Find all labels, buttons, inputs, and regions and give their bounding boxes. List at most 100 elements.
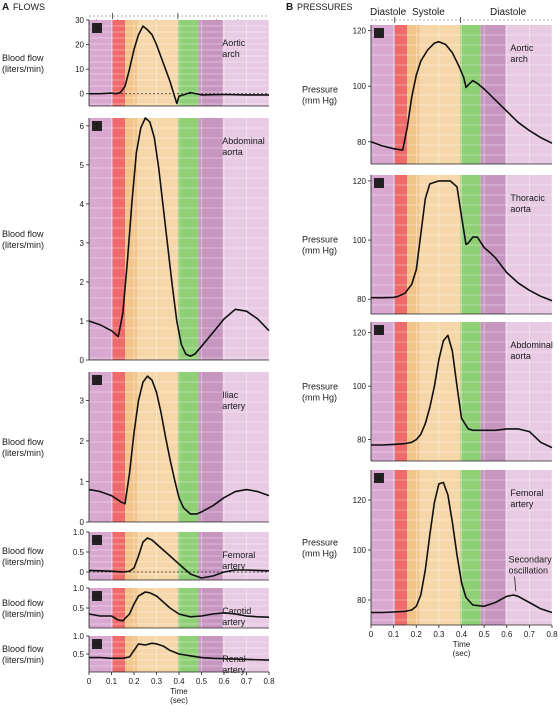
y-tick-label: 4: [80, 200, 85, 209]
panel-number: 3: [95, 376, 100, 385]
phase-band: [480, 470, 506, 625]
chart-flows-2: 0 1 2 3 4 5 6 2 Abdominal aorta Blood flow (liters/…: [2, 117, 270, 365]
chart-flows-4: 0 0.5 1.0 4 Femoral artery Blood flow (liters/m…: [2, 528, 270, 581]
x-tick-label: 0.2: [128, 677, 140, 686]
x-axis-label: Time (sec): [453, 640, 471, 658]
x-tick-label: 0.3: [433, 630, 445, 639]
vessel-label: Abdominal aorta: [510, 340, 553, 361]
x-tick-label: 0: [87, 677, 92, 686]
chart-pressures-3: 80 100 120 3 Abdominal aorta Pressure (mm Hg): [302, 322, 553, 462]
phase-band: [89, 20, 113, 106]
y-tick-label: 20: [75, 41, 84, 50]
panel-number-badge: [374, 28, 384, 38]
phase-band: [460, 25, 481, 164]
phase-band: [419, 322, 461, 461]
phase-band: [198, 372, 223, 522]
panel-title-flows: FLOWS: [13, 2, 45, 12]
phase-band: [371, 470, 395, 625]
panel-header-flows: A FLOWS: [2, 2, 45, 13]
y-tick-label: 120: [353, 177, 367, 186]
y-tick-label: 3: [80, 239, 85, 248]
panel-number: 3: [377, 326, 382, 335]
y-axis-label: Pressure (mm Hg): [302, 235, 338, 256]
panel-number-badge: [374, 178, 384, 188]
y-axis-label: Pressure (mm Hg): [302, 382, 338, 403]
panel-header-pressures: B PRESSURES: [286, 2, 353, 13]
x-tick-label: 0.5: [479, 630, 491, 639]
vessel-label: Femoral artery: [222, 550, 255, 571]
phase-band: [480, 175, 506, 314]
y-tick-label: 3: [80, 396, 85, 405]
y-tick-label: 2: [80, 437, 85, 446]
y-tick-label: 120: [353, 27, 367, 36]
panel-number-badge: [374, 325, 384, 335]
phase-band: [419, 25, 461, 164]
panel-number-badge: [374, 473, 384, 483]
phase-band: [198, 118, 223, 360]
vessel-label: Aortic arch: [510, 43, 534, 64]
vessel-label: Femoral artery: [510, 488, 543, 509]
series-line: [371, 180, 553, 302]
y-axis-label: Blood flow (liters/min): [2, 644, 44, 665]
x-tick-label: 0.5: [196, 677, 208, 686]
y-axis-label: Blood flow (liters/min): [2, 598, 44, 619]
phase-band: [112, 372, 125, 522]
vessel-label: Carotid artery: [222, 606, 251, 627]
y-tick-label: 0: [80, 356, 85, 365]
y-tick-label: 30: [75, 16, 84, 25]
x-tick-label: 0.1: [106, 677, 118, 686]
vessel-label: Thoracic aorta: [510, 193, 545, 214]
y-axis-label: Blood flow (liters/min): [2, 546, 44, 567]
vessel-label: Renal artery: [222, 654, 246, 675]
y-tick-label: 0: [80, 568, 85, 577]
phase-band: [371, 322, 395, 461]
phase-band: [394, 175, 408, 314]
chart-pressures-4: 80 100 120 0 0.1 0.2 0.3 0.4 0.5 0.6 0.7 0.8 Time (se…: [302, 470, 558, 658]
phase-band: [137, 20, 178, 106]
phase-label-systole: Systole: [412, 7, 445, 18]
chart-pressures-2: 80 100 120 2 Thoracic aorta Pressure (mm Hg): [302, 175, 553, 315]
x-tick-label: 0.6: [218, 677, 230, 686]
phase-band: [177, 118, 199, 360]
x-tick-label: 0.8: [546, 630, 558, 639]
phase-band: [137, 118, 178, 360]
y-tick-label: 1.0: [73, 584, 85, 593]
y-tick-label: 1: [80, 477, 85, 486]
annotation-pointer: [514, 576, 517, 592]
annotation-label: Secondary oscillation: [509, 555, 553, 576]
y-tick-label: 10: [75, 65, 84, 74]
x-tick-label: 0.7: [524, 630, 536, 639]
series-line: [370, 40, 553, 151]
x-tick-label: 0.4: [456, 630, 468, 639]
x-tick-label: 0.3: [151, 677, 163, 686]
panel-number-badge: [92, 23, 102, 33]
y-tick-label: 100: [353, 82, 367, 91]
y-tick-label: 0.5: [73, 548, 85, 557]
panel-letter-pressures: B: [286, 2, 293, 13]
phase-band: [89, 372, 113, 522]
y-tick-label: 0: [80, 518, 85, 527]
x-tick-label: 0.2: [411, 630, 423, 639]
vessel-label: Iliac artery: [222, 390, 246, 411]
series-line: [371, 481, 553, 614]
panel-letter-flows: A: [2, 2, 9, 13]
chart-flows-5: 0.5 1.0 5 Carotid artery Blood flow (liters/mi…: [2, 584, 270, 629]
y-tick-label: 120: [353, 496, 367, 505]
x-tick-label: 0.1: [388, 630, 400, 639]
phase-band: [394, 322, 408, 461]
phase-band: [371, 175, 395, 314]
y-tick-label: 2: [80, 278, 85, 287]
panel-number-badge: [92, 639, 102, 649]
panel-number-badge: [92, 535, 102, 545]
x-tick-label: 0: [369, 630, 374, 639]
y-tick-label: 80: [357, 138, 366, 147]
panel-number: 2: [377, 179, 382, 188]
y-tick-label: 5: [80, 161, 85, 170]
series-line: [88, 537, 270, 579]
phase-band: [407, 470, 420, 625]
phase-band: [480, 25, 506, 164]
y-tick-label: 0.5: [73, 650, 85, 659]
phase-band: [371, 25, 395, 164]
